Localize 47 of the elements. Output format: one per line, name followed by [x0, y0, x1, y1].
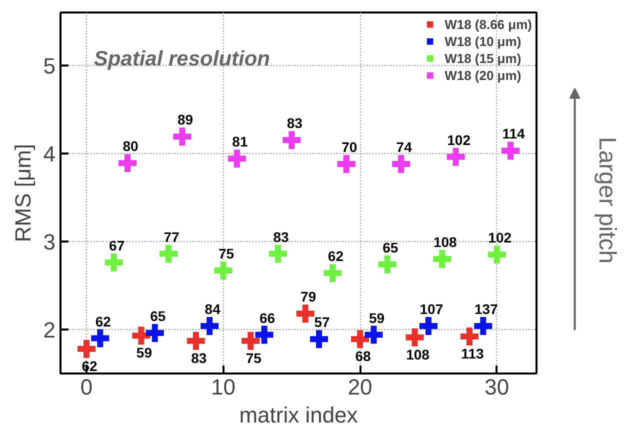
- y-tick-label: 5: [43, 53, 56, 78]
- annotation: 107: [420, 300, 444, 317]
- annotation: 74: [396, 138, 412, 155]
- text: Larger pitch: [594, 136, 621, 264]
- annotation: 108: [433, 234, 458, 250]
- annotation: 102: [488, 230, 512, 246]
- annotation: 137: [474, 300, 498, 317]
- legend-label: W18 (15 μm): [444, 50, 522, 66]
- x-tick-label: 0: [80, 374, 93, 400]
- legend-label: W18 (8.66 μm): [444, 16, 532, 32]
- annotation: Spatial resolution: [94, 47, 270, 70]
- annotation: 83: [191, 350, 207, 366]
- annotation: 68: [355, 348, 372, 364]
- annotation: 66: [260, 310, 276, 326]
- annotation: 80: [122, 138, 139, 154]
- x-tick-label: 10: [211, 374, 236, 400]
- annotation: 114: [502, 126, 526, 142]
- annotation: 57: [314, 314, 330, 330]
- x-axis-title: matrix index: [239, 402, 358, 428]
- x-tick-label: 20: [348, 374, 372, 400]
- annotation: 65: [150, 308, 166, 324]
- annotation: 84: [204, 300, 221, 317]
- annotation: 59: [368, 310, 385, 326]
- annotation: 102: [447, 132, 471, 148]
- annotation: 67: [109, 238, 125, 254]
- annotation: 77: [164, 228, 180, 245]
- annotation: 75: [218, 245, 234, 262]
- annotation: 113: [461, 346, 484, 362]
- legend-label: W18 (10 μm): [444, 34, 522, 48]
- y-tick-label: 4: [43, 141, 56, 166]
- annotation: 89: [177, 112, 194, 128]
- annotation: 62: [95, 313, 112, 330]
- annotation: 62: [328, 248, 344, 264]
- annotation: 75: [246, 350, 262, 366]
- y-tick-label: 3: [43, 229, 56, 254]
- annotation: 79: [300, 288, 316, 305]
- y-tick-label: 2: [43, 317, 56, 342]
- annotation: 81: [232, 134, 248, 150]
- x-tick-label: 30: [484, 374, 510, 400]
- annotation: 108: [406, 346, 430, 362]
- annotation: 65: [382, 239, 398, 256]
- legend-label: W18 (20 μm): [444, 68, 522, 82]
- annotation: 83: [273, 228, 289, 245]
- annotation: 59: [136, 344, 152, 361]
- annotation: 70: [342, 138, 358, 155]
- annotation: 83: [286, 115, 303, 132]
- y-axis-title: RMS [μm]: [10, 144, 36, 242]
